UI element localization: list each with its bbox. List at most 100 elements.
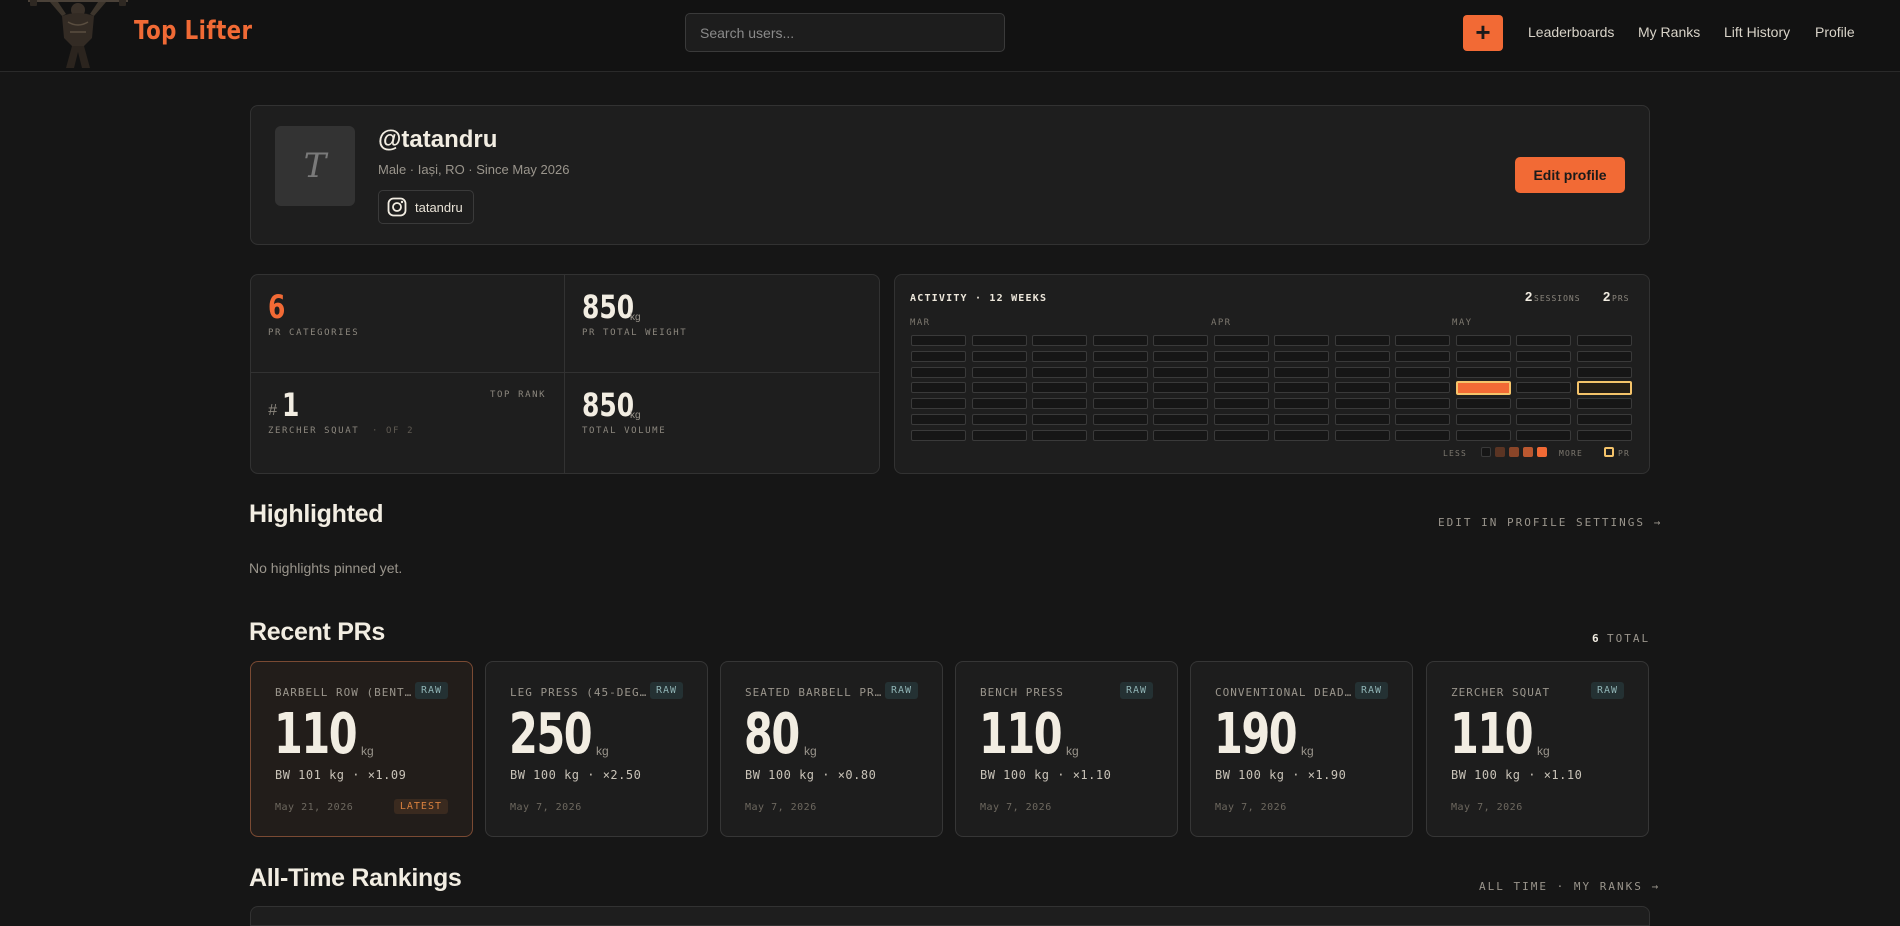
my-ranks-link[interactable]: ALL TIME · MY RANKS → <box>1479 880 1661 893</box>
heatmap-cell[interactable] <box>1274 366 1329 378</box>
heatmap-cell[interactable] <box>1092 398 1148 410</box>
heatmap-cell[interactable] <box>1334 350 1390 362</box>
heatmap-cell[interactable] <box>1153 429 1208 441</box>
heatmap-cell[interactable] <box>1274 429 1329 441</box>
heatmap-cell[interactable] <box>911 414 966 425</box>
heatmap-cell[interactable] <box>1032 429 1087 441</box>
pr-card[interactable]: SEATED BARBELL PR… RAW 80 kg BW 100 kg · ×0.… <box>720 661 943 837</box>
nav-profile[interactable]: Profile <box>1815 24 1855 40</box>
heatmap-cell[interactable] <box>1274 414 1329 425</box>
heatmap-cell[interactable] <box>1455 366 1511 378</box>
heatmap-cell[interactable] <box>911 350 966 362</box>
heatmap-cell[interactable] <box>1153 350 1208 362</box>
heatmap-cell[interactable] <box>1576 381 1632 396</box>
heatmap-cell[interactable] <box>911 366 966 378</box>
heatmap-cell[interactable] <box>911 382 966 394</box>
heatmap-cell[interactable] <box>1455 429 1511 441</box>
heatmap-cell[interactable] <box>971 429 1027 441</box>
heatmap-cell[interactable] <box>1455 414 1511 425</box>
heatmap-cell[interactable] <box>1213 335 1269 346</box>
heatmap-cell[interactable] <box>1032 335 1087 346</box>
instagram-link[interactable]: tatandru <box>378 190 474 224</box>
heatmap-cell[interactable] <box>971 398 1027 410</box>
heatmap-cell[interactable] <box>1092 414 1148 425</box>
heatmap-cell[interactable] <box>1032 382 1087 394</box>
add-lift-button[interactable]: + <box>1463 15 1503 51</box>
pr-card[interactable]: BARBELL ROW (BENT… RAW 110 kg BW 101 kg · ×1… <box>250 661 473 837</box>
heatmap-cell[interactable] <box>1334 366 1390 378</box>
heatmap-cell[interactable] <box>1395 414 1450 425</box>
heatmap-cell[interactable] <box>1455 335 1511 346</box>
heatmap-cell[interactable] <box>911 429 966 441</box>
heatmap-cell[interactable] <box>971 414 1027 425</box>
heatmap-cell[interactable] <box>1516 382 1571 394</box>
heatmap-cell[interactable] <box>1213 350 1269 362</box>
heatmap-cell[interactable] <box>1274 398 1329 410</box>
heatmap-cell[interactable] <box>1274 350 1329 362</box>
heatmap-cell[interactable] <box>1092 366 1148 378</box>
heatmap-cell[interactable] <box>1274 335 1329 346</box>
pr-card[interactable]: CONVENTIONAL DEAD… RAW 190 kg BW 100 kg · ×1… <box>1190 661 1413 837</box>
heatmap-cell[interactable] <box>1516 350 1571 362</box>
nav-lift-history[interactable]: Lift History <box>1724 24 1791 40</box>
heatmap-cell[interactable] <box>971 382 1027 394</box>
heatmap-cell[interactable] <box>1395 350 1450 362</box>
edit-profile-button[interactable]: Edit profile <box>1515 157 1625 193</box>
heatmap-cell[interactable] <box>1213 382 1269 394</box>
heatmap-cell[interactable] <box>1092 429 1148 441</box>
heatmap-cell[interactable] <box>1395 335 1450 346</box>
heatmap-cell[interactable] <box>1153 398 1208 410</box>
lifter-logo-icon[interactable] <box>28 0 128 72</box>
nav-leaderboards[interactable]: Leaderboards <box>1528 24 1615 40</box>
pr-card[interactable]: BENCH PRESS RAW 110 kg BW 100 kg · ×1.10 May … <box>955 661 1178 837</box>
heatmap-cell[interactable] <box>1213 398 1269 410</box>
heatmap-cell[interactable] <box>1153 414 1208 425</box>
heatmap-cell[interactable] <box>1274 382 1329 394</box>
heatmap-cell[interactable] <box>1092 382 1148 394</box>
heatmap-cell[interactable] <box>1395 382 1450 394</box>
pr-card[interactable]: LEG PRESS (45-DEG… RAW 250 kg BW 100 kg · ×2… <box>485 661 708 837</box>
heatmap-cell[interactable] <box>1395 366 1450 378</box>
brand-title[interactable]: Top Lifter <box>134 16 253 46</box>
heatmap-cell[interactable] <box>1516 429 1571 441</box>
heatmap-cell[interactable] <box>1455 381 1511 396</box>
heatmap-cell[interactable] <box>1032 398 1087 410</box>
heatmap-cell[interactable] <box>1576 335 1632 346</box>
heatmap-cell[interactable] <box>971 350 1027 362</box>
heatmap-cell[interactable] <box>1334 382 1390 394</box>
heatmap-cell[interactable] <box>1576 429 1632 441</box>
heatmap-cell[interactable] <box>1213 366 1269 378</box>
heatmap-cell[interactable] <box>1576 366 1632 378</box>
heatmap-cell[interactable] <box>1032 414 1087 425</box>
heatmap-cell[interactable] <box>1213 414 1269 425</box>
heatmap-cell[interactable] <box>1576 414 1632 425</box>
heatmap-cell[interactable] <box>1092 350 1148 362</box>
heatmap-cell[interactable] <box>1395 429 1450 441</box>
heatmap-cell[interactable] <box>1032 350 1087 362</box>
heatmap-cell[interactable] <box>1334 414 1390 425</box>
heatmap-cell[interactable] <box>1516 366 1571 378</box>
heatmap-cell[interactable] <box>1516 414 1571 425</box>
heatmap-cell[interactable] <box>1576 398 1632 410</box>
heatmap-cell[interactable] <box>1395 398 1450 410</box>
heatmap-cell[interactable] <box>971 335 1027 346</box>
heatmap-cell[interactable] <box>1334 398 1390 410</box>
heatmap-cell[interactable] <box>1576 350 1632 362</box>
nav-my-ranks[interactable]: My Ranks <box>1638 24 1701 40</box>
heatmap-cell[interactable] <box>1153 382 1208 394</box>
heatmap-cell[interactable] <box>1516 335 1571 346</box>
heatmap-cell[interactable] <box>911 335 966 346</box>
heatmap-cell[interactable] <box>1334 429 1390 441</box>
search-users-input[interactable] <box>685 13 1005 52</box>
heatmap-cell[interactable] <box>1092 335 1148 346</box>
heatmap-cell[interactable] <box>1153 335 1208 346</box>
heatmap-cell[interactable] <box>1153 366 1208 378</box>
heatmap-cell[interactable] <box>1455 350 1511 362</box>
heatmap-cell[interactable] <box>911 398 966 410</box>
heatmap-cell[interactable] <box>1455 398 1511 410</box>
heatmap-cell[interactable] <box>971 366 1027 378</box>
edit-highlights-link[interactable]: EDIT IN PROFILE SETTINGS → <box>1438 516 1663 529</box>
heatmap-cell[interactable] <box>1516 398 1571 410</box>
heatmap-cell[interactable] <box>1213 429 1269 441</box>
heatmap-cell[interactable] <box>1334 335 1390 346</box>
